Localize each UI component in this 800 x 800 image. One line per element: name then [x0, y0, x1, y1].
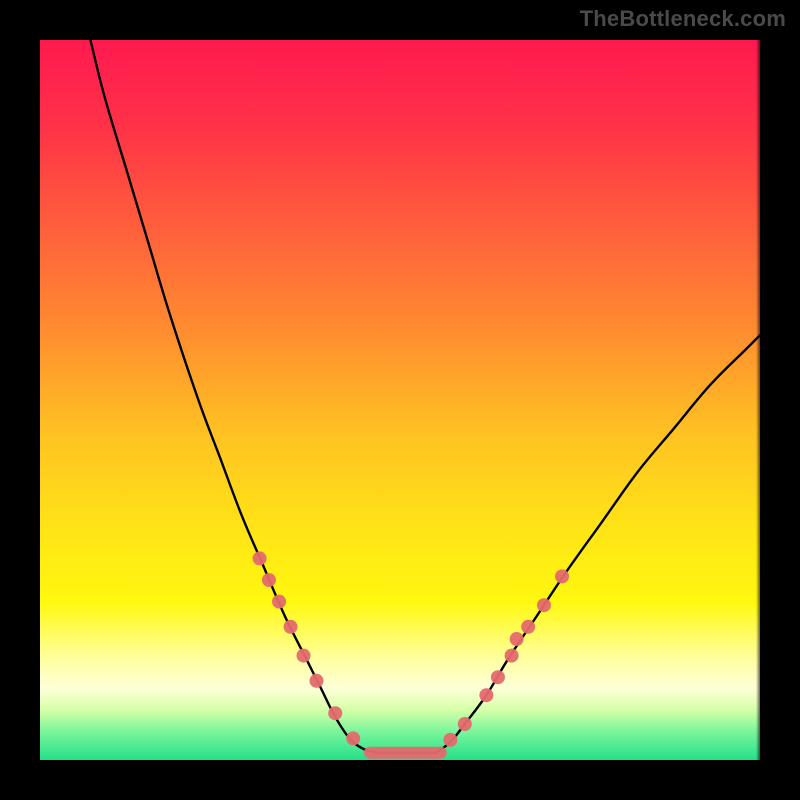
marker-dot	[253, 551, 267, 565]
marker-dot	[505, 649, 519, 663]
marker-dot	[521, 620, 535, 634]
plot-area	[40, 40, 760, 760]
marker-dot	[555, 569, 569, 583]
chart-svg	[40, 40, 760, 760]
marker-dot	[309, 674, 323, 688]
marker-dot	[346, 731, 360, 745]
marker-dot	[272, 595, 286, 609]
marker-dot	[284, 620, 298, 634]
marker-dot	[510, 632, 524, 646]
canvas-root: TheBottleneck.com	[0, 0, 800, 800]
marker-floor-bar	[364, 747, 447, 759]
marker-dot	[491, 670, 505, 684]
marker-dot	[328, 706, 342, 720]
marker-dot	[537, 598, 551, 612]
marker-dot	[262, 573, 276, 587]
marker-dot	[297, 649, 311, 663]
marker-dot	[479, 688, 493, 702]
watermark-text: TheBottleneck.com	[580, 6, 786, 32]
marker-dot	[458, 717, 472, 731]
right-edge-fade	[756, 40, 760, 760]
marker-dot	[443, 733, 457, 747]
curve-left-branch	[90, 40, 378, 753]
markers-left-cluster	[253, 551, 361, 745]
